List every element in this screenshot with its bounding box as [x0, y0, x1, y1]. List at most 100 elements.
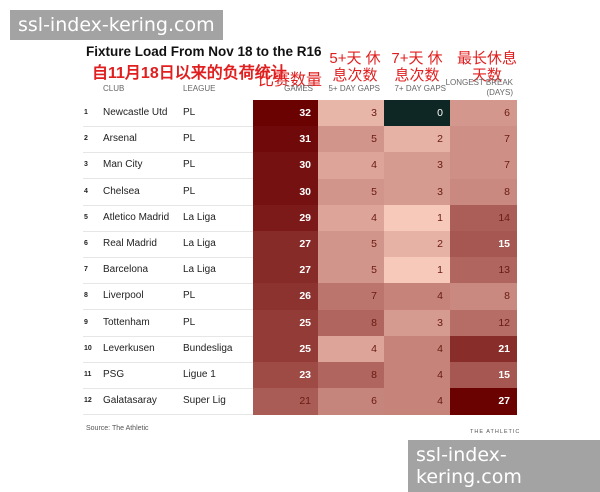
header-gaps7: 7+ DAY GAPS [394, 84, 446, 93]
cell-games: 29 [253, 204, 318, 232]
rank: 10 [84, 344, 92, 352]
rank: 7 [84, 266, 88, 274]
row-divider [83, 152, 253, 154]
cell-gaps5: 4 [318, 152, 384, 180]
club-name: Real Madrid [103, 238, 157, 249]
club-name: Galatasaray [103, 395, 157, 407]
club-name: Chelsea [103, 185, 140, 197]
cell-gaps5: 6 [318, 388, 384, 416]
row-divider [83, 204, 253, 206]
cell-gaps7: 4 [384, 335, 450, 363]
club-name: Man City [103, 159, 143, 171]
row-divider [83, 178, 253, 180]
brand-logo: THE ATHLETIC [470, 429, 521, 435]
cell-longest: 13 [450, 257, 517, 285]
cell-gaps5: 7 [318, 283, 384, 311]
cell-games: 25 [253, 309, 318, 337]
cell-gaps5: 8 [318, 309, 384, 337]
league-name: PL [183, 159, 196, 171]
cell-longest: 7 [450, 126, 517, 154]
cell-gaps7: 1 [384, 257, 450, 285]
cell-gaps5: 4 [318, 204, 384, 232]
cell-longest: 15 [450, 231, 517, 258]
cell-games: 23 [253, 362, 318, 389]
league-name: PL [183, 316, 196, 328]
club-name: Newcastle Utd [103, 107, 168, 118]
cell-games: 26 [253, 283, 318, 311]
league-name: La Liga [183, 264, 216, 276]
rank: 8 [84, 292, 88, 300]
cell-longest: 7 [450, 152, 517, 180]
rank: 9 [84, 318, 88, 326]
watermark: ssl-index-kering.com [10, 10, 223, 40]
row-divider [83, 388, 253, 389]
watermark: ssl-index-kering.com [408, 440, 600, 492]
cell-gaps7: 2 [384, 126, 450, 154]
cell-games: 27 [253, 231, 318, 258]
cell-gaps5: 5 [318, 126, 384, 154]
cell-games: 31 [253, 126, 318, 154]
row-divider [83, 414, 253, 416]
row-divider [83, 230, 253, 232]
rank: 1 [84, 109, 88, 116]
cell-games: 30 [253, 152, 318, 180]
annotation-gaps5: 5+天 休息次数 [329, 50, 381, 84]
chart-title: Fixture Load From Nov 18 to the R16 [86, 44, 322, 59]
header-club: CLUB [103, 84, 125, 93]
club-name: PSG [103, 369, 125, 380]
chinese-title: 自11月18日以来的负荷统计 [92, 65, 287, 82]
rank: 5 [84, 213, 88, 221]
header-gaps5: 5+ DAY GAPS [328, 84, 380, 93]
cell-gaps5: 4 [318, 335, 384, 363]
club-name: Arsenal [103, 133, 137, 145]
league-name: PL [183, 185, 196, 197]
cell-longest: 8 [450, 283, 517, 311]
annotation-longest: 最长休息 天数 [457, 50, 518, 84]
row-divider [83, 309, 253, 311]
rank: 6 [84, 240, 88, 247]
rank: 12 [84, 397, 92, 405]
cell-longest: 8 [450, 178, 517, 206]
row-divider [83, 126, 253, 127]
cell-gaps7: 3 [384, 309, 450, 337]
league-name: PL [183, 133, 196, 145]
cell-gaps7: 4 [384, 388, 450, 416]
cell-longest: 15 [450, 362, 517, 389]
cell-gaps5: 3 [318, 100, 384, 127]
cell-gaps7: 3 [384, 152, 450, 180]
club-name: Liverpool [103, 290, 144, 302]
cell-games: 27 [253, 257, 318, 285]
cell-longest: 6 [450, 100, 517, 127]
cell-longest: 27 [450, 388, 517, 416]
club-name: Tottenham [103, 316, 150, 328]
source-note: Source: The Athletic [86, 425, 149, 432]
league-name: Ligue 1 [183, 369, 216, 380]
league-name: La Liga [183, 211, 216, 223]
rank: 3 [84, 161, 88, 169]
cell-gaps7: 4 [384, 362, 450, 389]
cell-games: 21 [253, 388, 318, 416]
rank: 4 [84, 187, 88, 195]
annotation-gaps7: 7+天 休息次数 [391, 50, 443, 84]
cell-gaps5: 5 [318, 231, 384, 258]
row-divider [83, 335, 253, 337]
cell-games: 30 [253, 178, 318, 206]
row-divider [83, 361, 253, 363]
cell-gaps7: 2 [384, 231, 450, 258]
cell-gaps7: 3 [384, 178, 450, 206]
club-name: Barcelona [103, 264, 149, 276]
cell-gaps5: 5 [318, 257, 384, 285]
league-name: Bundesliga [183, 342, 233, 354]
cell-gaps5: 8 [318, 362, 384, 389]
cell-longest: 12 [450, 309, 517, 337]
rank: 11 [84, 371, 92, 378]
header-league: LEAGUE [183, 84, 216, 93]
league-name: Super Lig [183, 395, 226, 407]
league-name: La Liga [183, 238, 216, 249]
cell-games: 25 [253, 335, 318, 363]
cell-longest: 21 [450, 335, 517, 363]
cell-gaps7: 4 [384, 283, 450, 311]
cell-gaps7: 1 [384, 204, 450, 232]
rank: 2 [84, 135, 88, 143]
row-divider [83, 283, 253, 285]
